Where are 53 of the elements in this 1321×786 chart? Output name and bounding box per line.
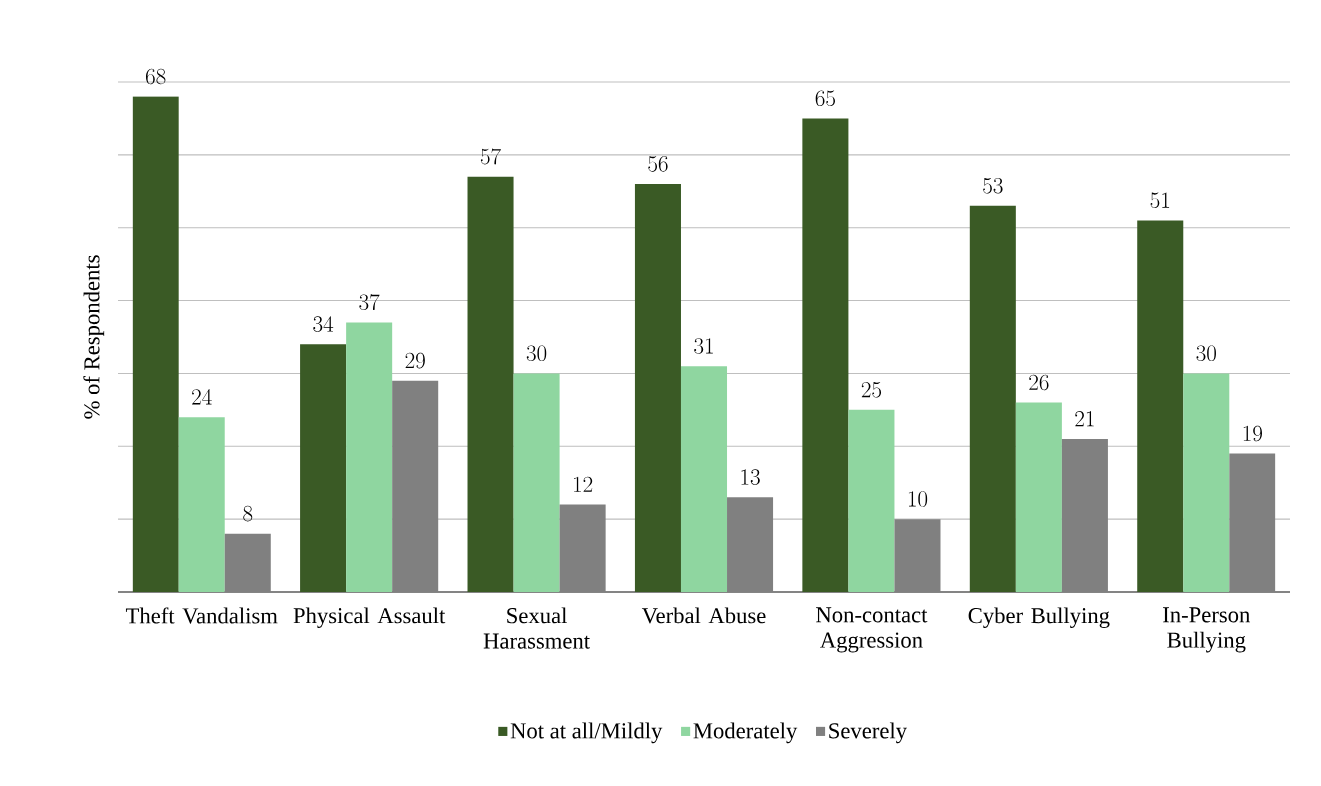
bar — [1061, 439, 1108, 592]
x-tick-label: Sexual Harassment — [483, 607, 590, 649]
bar — [467, 176, 514, 592]
data-label: 29 — [405, 352, 425, 369]
data-label: 56 — [648, 156, 668, 172]
data-label: 13 — [741, 469, 760, 485]
bar — [727, 497, 774, 592]
data-label: 12 — [574, 476, 593, 492]
bar — [513, 373, 560, 592]
data-label: 37 — [359, 294, 380, 311]
data-label: 51 — [1150, 192, 1170, 209]
bar — [178, 417, 225, 592]
data-label: 19 — [1243, 425, 1262, 442]
x-tick-label: In-Person Bullying — [1163, 607, 1251, 653]
legend-label: Moderately — [693, 722, 798, 744]
bar — [559, 504, 606, 592]
bar — [894, 519, 941, 592]
bar — [1183, 373, 1230, 592]
bar — [634, 184, 681, 592]
data-label: 65 — [815, 90, 835, 107]
data-label: 21 — [1075, 411, 1094, 427]
data-label: 57 — [480, 148, 501, 165]
bar — [300, 344, 347, 592]
bar — [224, 533, 271, 592]
bar — [969, 205, 1016, 592]
x-tick-label: Non-contact Aggression — [816, 607, 928, 653]
bar — [1137, 220, 1184, 592]
data-label: 25 — [861, 381, 882, 398]
x-tick-label: Physical Assault — [293, 607, 446, 628]
data-label: 26 — [1029, 374, 1049, 391]
data-label: 24 — [192, 389, 212, 405]
bar — [1015, 402, 1062, 592]
x-tick-label: Cyber Bullying — [968, 607, 1110, 628]
legend-label: Not at all/Mildly — [510, 722, 663, 744]
data-label: 53 — [983, 177, 1003, 194]
bar — [802, 118, 849, 592]
data-label: 34 — [313, 316, 334, 332]
data-label: 30 — [1196, 345, 1216, 362]
bar — [1229, 453, 1276, 592]
bar — [132, 96, 179, 592]
data-label: 10 — [908, 491, 928, 507]
data-label: 68 — [145, 68, 166, 85]
data-label: 30 — [526, 345, 547, 362]
data-label: 8 — [243, 505, 253, 522]
data-label: 31 — [694, 338, 713, 354]
x-tick-label: Theft Vandalism — [125, 607, 278, 624]
bar — [680, 366, 728, 592]
x-tick-label: Verbal Abuse — [641, 607, 766, 624]
bar — [392, 380, 439, 592]
legend-label: Severely — [829, 722, 907, 744]
bar — [848, 409, 895, 592]
bar — [346, 322, 393, 592]
y-axis-title: % of Respondents — [83, 255, 105, 419]
